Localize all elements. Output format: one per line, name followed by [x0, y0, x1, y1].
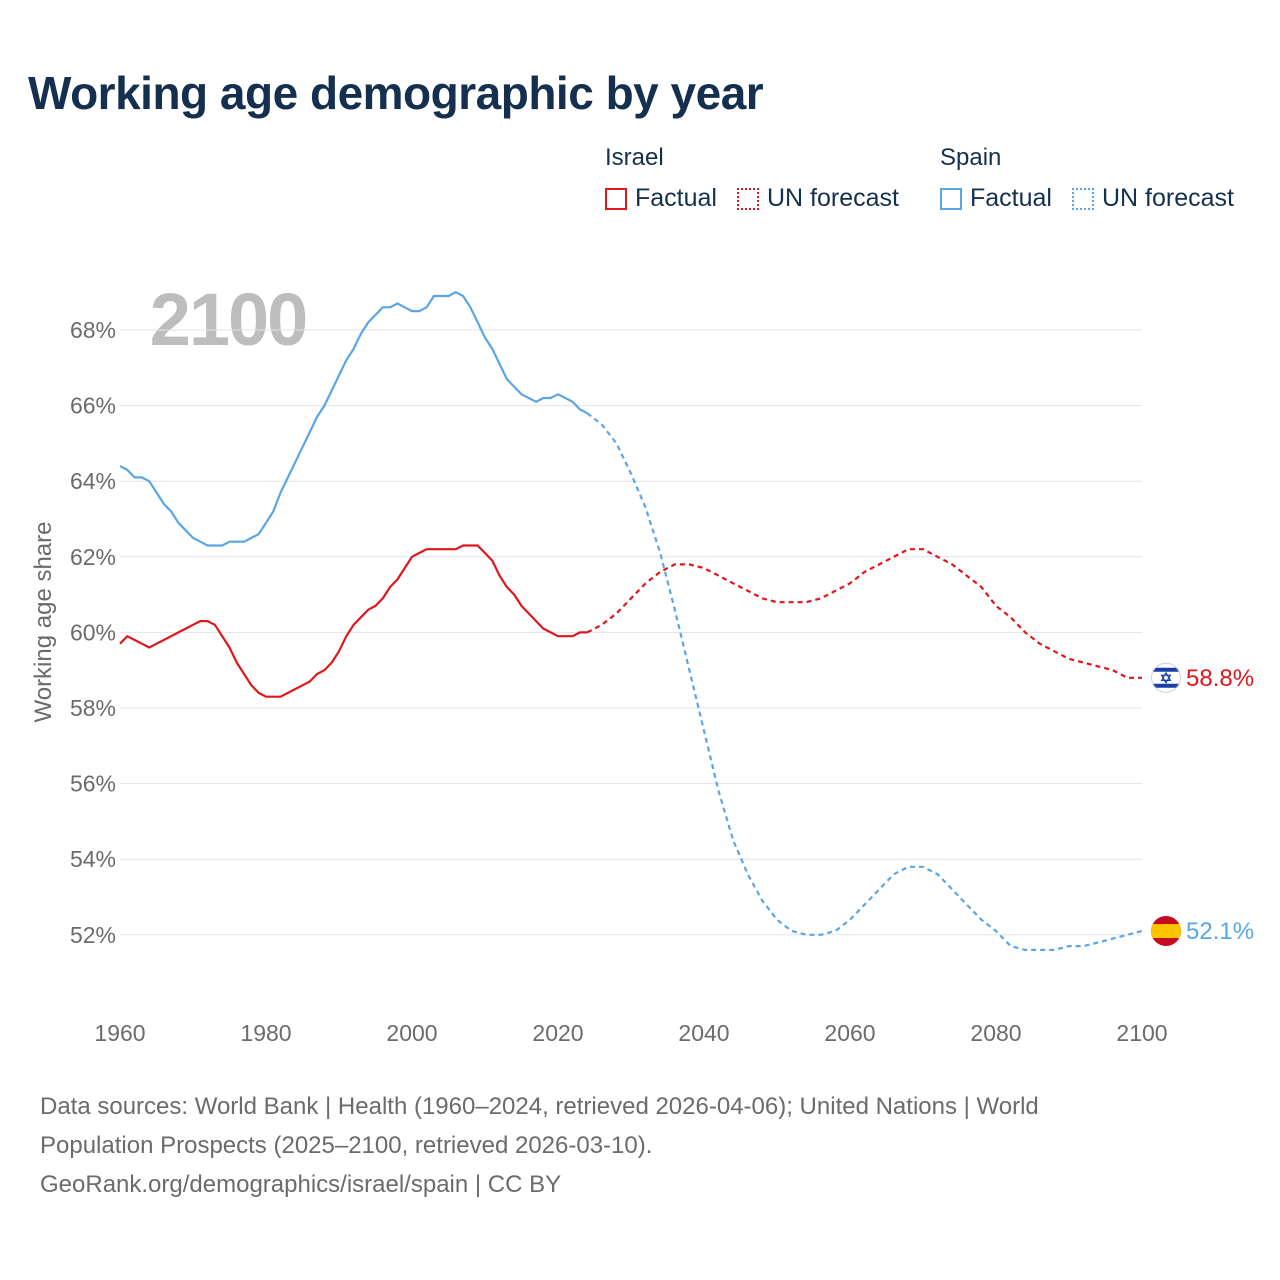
israel-factual-line: [119, 544, 588, 698]
x-tick-label: 2020: [532, 1020, 583, 1046]
legend-item-israel-forecast[interactable]: UN forecast: [736, 184, 899, 213]
y-tick-label: 56%: [70, 771, 116, 797]
legend-label: UN forecast: [1101, 184, 1234, 212]
legend-swatch-dotted: [1071, 187, 1094, 210]
x-tick-label: 1980: [240, 1020, 291, 1046]
legend-group-title: Spain: [940, 144, 1002, 171]
y-tick-label: 66%: [70, 393, 116, 419]
series-lines: [119, 291, 1143, 951]
y-tick-label: 68%: [70, 317, 116, 343]
y-axis-label: Working age share: [30, 522, 57, 723]
x-axis-ticks: 1960 1980 2000 2020 2040 2060 2080 2100: [94, 1020, 1167, 1046]
y-tick-label: 62%: [70, 544, 116, 570]
year-watermark: 2100: [150, 278, 307, 361]
y-tick-label: 64%: [70, 468, 116, 494]
line-chart: 2100 52% 54% 56% 58% 60% 62% 64% 66% 68% 1960 198…: [30, 278, 1254, 1046]
legend-label: Factual: [970, 184, 1052, 212]
legend-group-title: Israel: [605, 144, 664, 171]
legend-item-spain-factual[interactable]: Factual: [940, 184, 1052, 213]
israel-flag-icon: [1151, 662, 1181, 693]
y-tick-label: 52%: [70, 922, 116, 948]
x-tick-label: 2060: [824, 1020, 875, 1046]
legend-label: UN forecast: [766, 184, 899, 212]
spain-end-label: 52.1%: [1186, 918, 1254, 945]
chart-title: Working age demographic by year: [28, 67, 764, 119]
y-tick-label: 60%: [70, 619, 116, 645]
legend-swatch-solid: [605, 187, 627, 210]
legend-group-spain: Spain Factual UN forecast: [940, 144, 1234, 213]
legend-group-israel: Israel Factual UN forecast: [605, 144, 919, 213]
israel-end-label: 58.8%: [1186, 665, 1254, 692]
y-axis-ticks: 52% 54% 56% 58% 60% 62% 64% 66% 68%: [70, 317, 116, 948]
x-tick-label: 2040: [678, 1020, 729, 1046]
x-tick-label: 2080: [970, 1020, 1021, 1046]
legend-item-israel-factual[interactable]: Factual: [605, 184, 717, 213]
footer-sources-line: Data sources: World Bank | Health (1960–…: [40, 1093, 1039, 1120]
spain-forecast-line: [586, 412, 1143, 951]
legend-swatch-dotted: [736, 187, 759, 210]
footer-credit[interactable]: GeoRank.org/demographics/israel/spain | …: [40, 1171, 562, 1198]
legend-swatch-solid: [940, 187, 962, 210]
x-tick-label: 2000: [386, 1020, 437, 1046]
series-end-markers: 58.8% 52.1%: [1151, 662, 1254, 947]
y-tick-label: 58%: [70, 695, 116, 721]
legend-item-spain-forecast[interactable]: UN forecast: [1071, 184, 1234, 213]
legend-label: Factual: [635, 184, 717, 212]
x-tick-label: 1960: [94, 1020, 145, 1046]
gridlines: [120, 329, 1142, 936]
footer-sources-line: Population Prospects (2025–2100, retriev…: [40, 1132, 653, 1159]
spain-flag-icon: [1151, 916, 1181, 947]
israel-forecast-line: [586, 548, 1142, 679]
x-tick-label: 2100: [1116, 1020, 1167, 1046]
y-tick-label: 54%: [70, 846, 116, 872]
footer: Data sources: World Bank | Health (1960–…: [40, 1087, 1240, 1204]
spain-factual-line: [119, 291, 588, 547]
